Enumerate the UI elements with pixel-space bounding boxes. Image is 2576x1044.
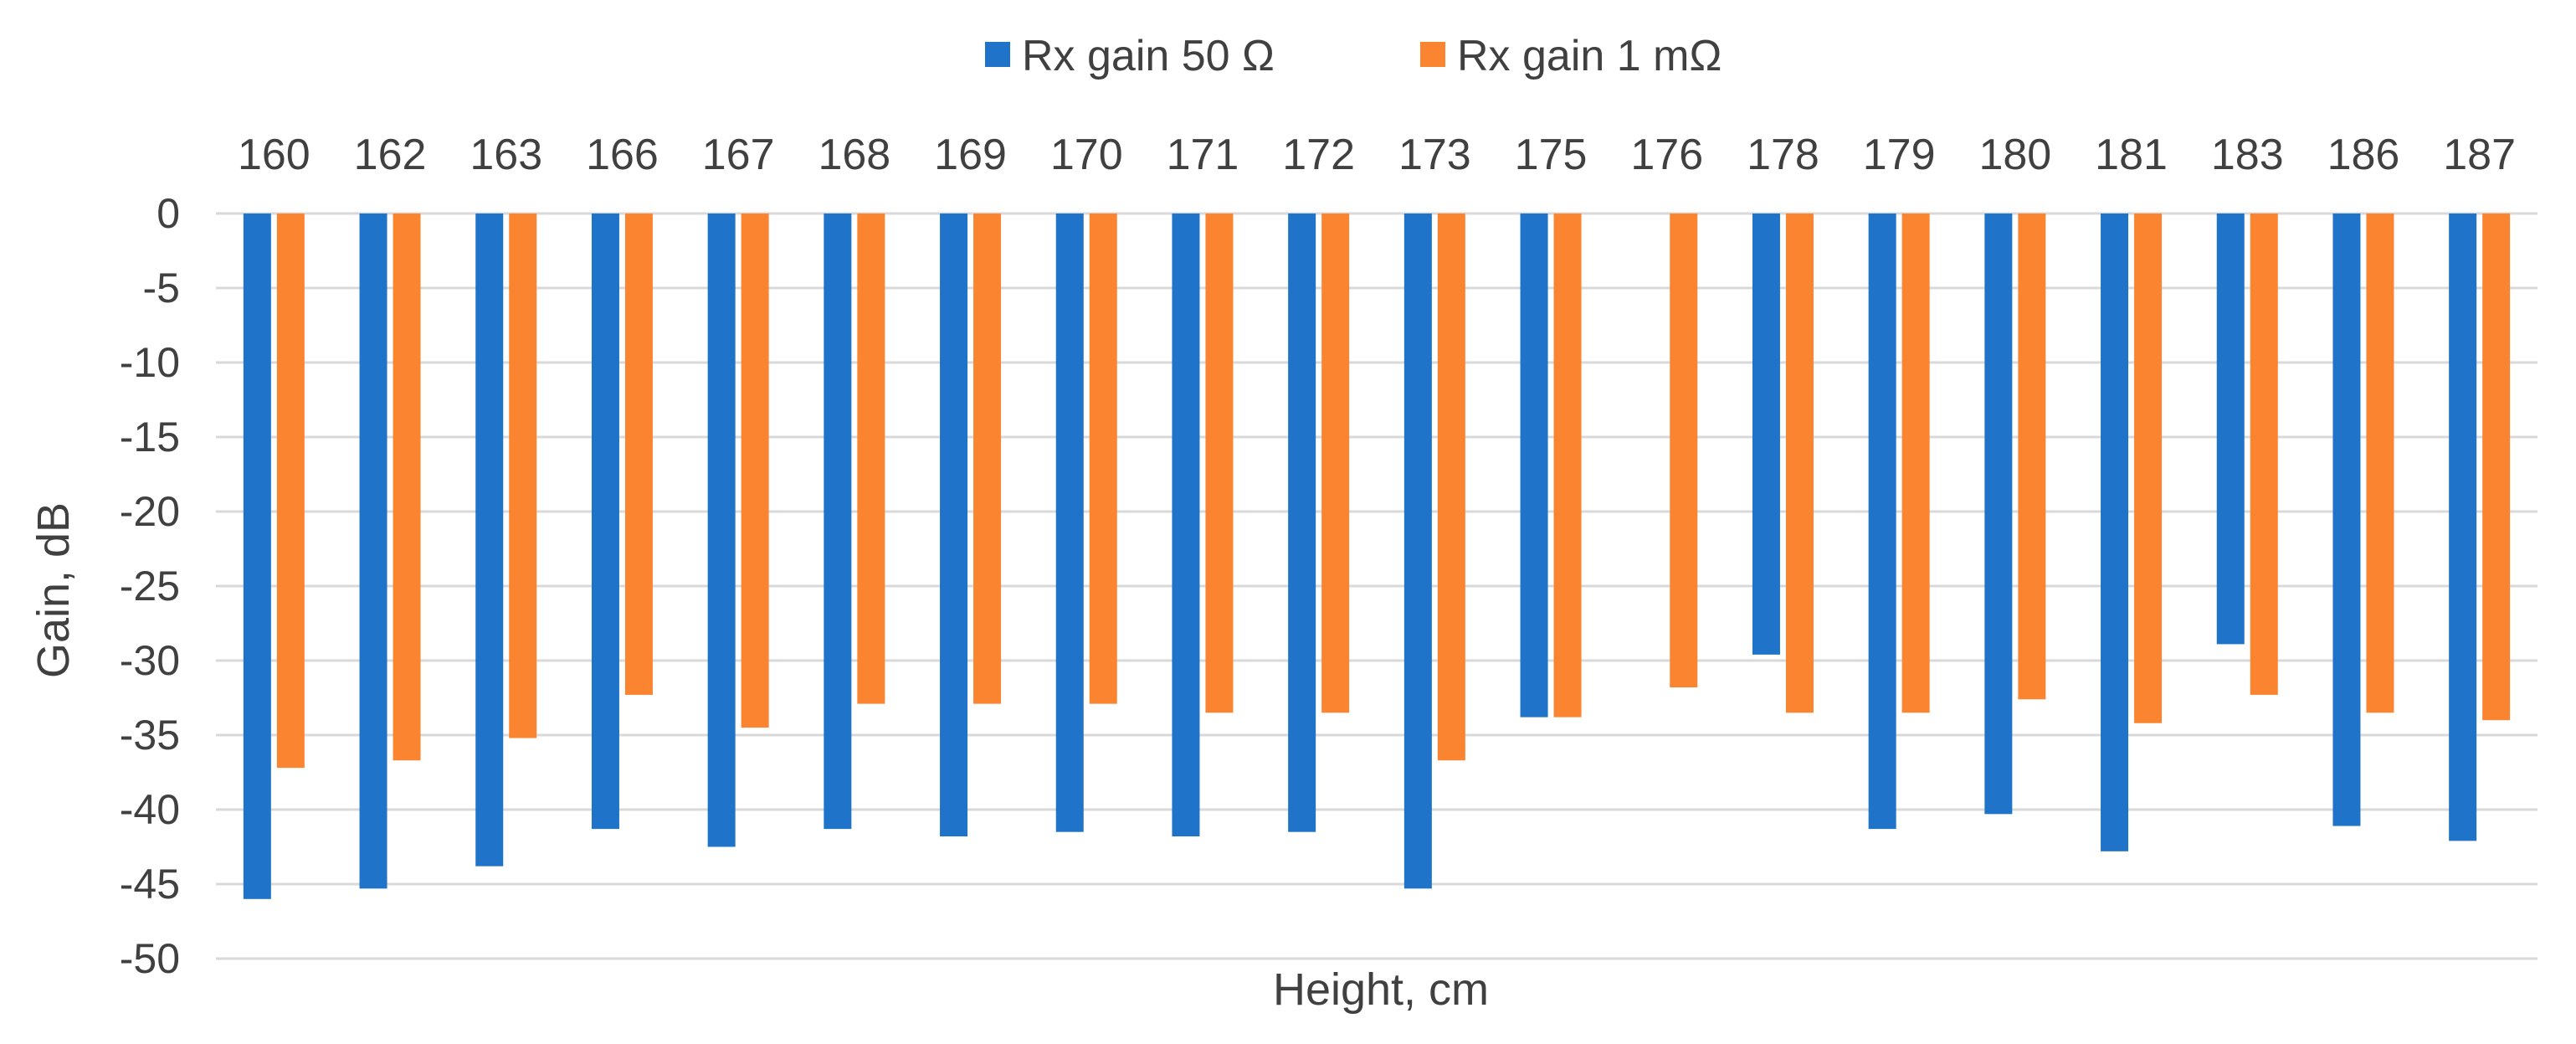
x-category-label: 167 [702,131,775,179]
bar-rx-gain-1-milliohm [1901,213,1930,713]
x-category-label: 186 [2327,131,2400,179]
bar-rx-gain-50-ohm [1055,213,1084,832]
x-category-label: 187 [2443,131,2516,179]
y-axis-ticks: 0 -5 -10 -15 -20 -25 -30 -35 -40 -45 -50 [120,190,180,982]
bar-rx-gain-50-ohm [475,213,504,867]
y-tick-label: -20 [120,488,180,535]
bar-rx-gain-1-milliohm [2134,213,2163,723]
x-category-label: 178 [1747,131,1819,179]
legend-label: Rx gain 1 mΩ [1457,32,1722,80]
bar-rx-gain-50-ohm [2216,213,2245,645]
x-category-label: 180 [1978,131,2051,179]
bar-rx-gain-1-milliohm [1205,213,1234,713]
legend: Rx gain 50 Ω Rx gain 1 mΩ [985,32,1722,80]
bar-rx-gain-1-milliohm [2018,213,2046,700]
bar-rx-gain-1-milliohm [973,213,1002,704]
bar-rx-gain-50-ohm [591,213,619,830]
bar-rx-gain-50-ohm [1752,213,1780,655]
bar-rx-gain-50-ohm [1172,213,1200,837]
x-category-label: 163 [470,131,542,179]
y-tick-label: -35 [120,712,180,759]
bar-rx-gain-50-ohm [1984,213,2013,815]
bar-rx-gain-50-ohm [2449,213,2477,841]
x-category-label: 170 [1050,131,1123,179]
x-category-label: 179 [1863,131,1936,179]
bar-rx-gain-50-ohm [2101,213,2129,851]
y-tick-label: -30 [120,637,180,684]
x-category-label: 175 [1515,131,1588,179]
bar-rx-gain-50-ohm [359,213,387,889]
y-tick-label: -40 [120,786,180,833]
y-tick-label: -10 [120,339,180,386]
bar-rx-gain-1-milliohm [1553,213,1582,717]
bar-rx-gain-50-ohm [1403,213,1432,889]
bar-rx-gain-50-ohm [707,213,736,847]
bar-rx-gain-1-milliohm [276,213,305,769]
bar-rx-gain-50-ohm [2332,213,2361,826]
y-tick-label: -15 [120,414,180,460]
bar-rx-gain-1-milliohm [2250,213,2278,695]
x-category-label: 169 [934,131,1007,179]
x-category-label: 173 [1398,131,1471,179]
x-category-label: 166 [586,131,659,179]
bar-rx-gain-1-milliohm [1089,213,1117,704]
x-axis-category-labels: 160 162 163 166 167 168 169 170 171 172 173 175 176 1… [238,131,2516,179]
bar-rx-gain-50-ohm [1520,213,1548,717]
bar-rx-gain-1-milliohm [741,213,769,728]
x-category-label: 172 [1282,131,1355,179]
x-category-label: 183 [2211,131,2284,179]
y-tick-label: -5 [143,265,180,311]
bar-rx-gain-50-ohm [824,213,852,830]
bar-rx-gain-1-milliohm [1321,213,1350,713]
bars [243,213,2511,899]
x-category-label: 162 [354,131,427,179]
x-category-label: 160 [238,131,310,179]
legend-swatch [1420,42,1445,67]
legend-label: Rx gain 50 Ω [1022,32,1275,80]
y-tick-label: -50 [120,935,180,982]
x-category-label: 181 [2095,131,2168,179]
bar-rx-gain-1-milliohm [509,213,537,738]
bar-rx-gain-50-ohm [243,213,271,899]
bar-rx-gain-1-milliohm [2366,213,2394,713]
bar-rx-gain-50-ohm [1288,213,1316,832]
legend-swatch [985,42,1010,67]
x-category-label: 171 [1167,131,1239,179]
x-axis-title: Height, cm [1273,964,1489,1015]
y-tick-label: -25 [120,563,180,609]
y-tick-label: -45 [120,861,180,908]
gridlines [216,212,2538,960]
y-tick-label: 0 [157,190,180,237]
bar-rx-gain-1-milliohm [1437,213,1465,761]
bar-rx-gain-1-milliohm [1785,213,1814,713]
bar-rx-gain-1-milliohm [1670,213,1698,688]
y-axis-title: Gain, dB [28,502,79,678]
bar-rx-gain-1-milliohm [857,213,885,704]
bar-rx-gain-1-milliohm [393,213,421,761]
x-category-label: 168 [818,131,890,179]
bar-rx-gain-1-milliohm [2482,213,2511,721]
bar-rx-gain-1-milliohm [624,213,653,695]
bar-rx-gain-50-ohm [1868,213,1896,830]
bar-rx-gain-50-ohm [940,213,968,837]
x-category-label: 176 [1630,131,1703,179]
